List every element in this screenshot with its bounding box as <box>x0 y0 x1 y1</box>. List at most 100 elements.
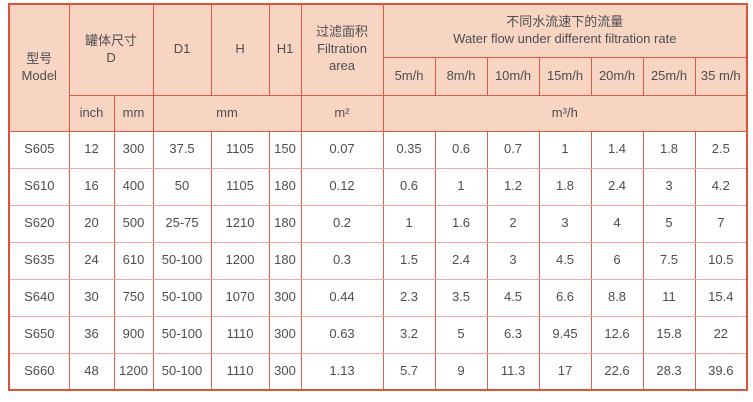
value-cell: 6 <box>590 241 644 280</box>
value-cell: 1.6 <box>434 204 488 243</box>
model-cell: S640 <box>8 278 70 317</box>
header-h: H <box>210 3 270 96</box>
value-cell: 1.5 <box>382 241 436 280</box>
header-rate-8: 8m/h <box>434 56 488 96</box>
header-rate-15: 15m/h <box>538 56 592 96</box>
value-cell: 4 <box>590 204 644 243</box>
header-tank-size-en: D <box>106 49 116 65</box>
value-cell: 300 <box>113 130 154 169</box>
value-cell: 300 <box>268 315 302 354</box>
unit-mm-span: mm <box>152 94 302 132</box>
value-cell: 24 <box>68 241 115 280</box>
value-cell: 3.2 <box>382 315 436 354</box>
value-cell: 0.6 <box>382 167 436 206</box>
unit-square-meter: m² <box>300 94 384 132</box>
table-row: S640 30 750 50-100 1070 300 0.44 2.3 3.5 4.5 6.6 8.… <box>8 278 748 317</box>
value-cell: 1.8 <box>642 130 696 169</box>
value-cell: 300 <box>268 278 302 317</box>
value-cell: 11.3 <box>486 352 540 391</box>
value-cell: 5 <box>434 315 488 354</box>
value-cell: 6.6 <box>538 278 592 317</box>
value-cell: 1 <box>538 130 592 169</box>
product-spec-table: 型号 Model 罐体尺寸 D D1 H H1 过滤面积 Filtration … <box>8 3 749 391</box>
value-cell: 3 <box>538 204 592 243</box>
value-cell: 4.5 <box>486 278 540 317</box>
value-cell: 11 <box>642 278 696 317</box>
value-cell: 1070 <box>210 278 270 317</box>
value-cell: 0.44 <box>300 278 384 317</box>
model-cell: S605 <box>8 130 70 169</box>
model-cell: S635 <box>8 241 70 280</box>
header-water-flow: 不同水流速下的流量 Water flow under different fil… <box>382 3 748 58</box>
header-row-rates: 5m/h 8m/h 10m/h 15m/h 20m/h 25m/h 35 m/h <box>9 56 748 96</box>
value-cell: 36 <box>68 315 115 354</box>
table-row: S620 20 500 25-75 1210 180 0.2 1 1.6 2 3 4 5 7 <box>8 204 748 243</box>
value-cell: 16 <box>68 167 115 206</box>
value-cell: 610 <box>113 241 154 280</box>
value-cell: 500 <box>113 204 154 243</box>
unit-cubic-meter-per-hour: m³/h <box>382 94 748 132</box>
value-cell: 12 <box>68 130 115 169</box>
header-rate-35: 35 m/h <box>694 56 748 96</box>
value-cell: 1.13 <box>300 352 384 391</box>
value-cell: 2 <box>486 204 540 243</box>
value-cell: 180 <box>268 167 302 206</box>
value-cell: 1.4 <box>590 130 644 169</box>
value-cell: 22.6 <box>590 352 644 391</box>
value-cell: 3 <box>486 241 540 280</box>
value-cell: 2.3 <box>382 278 436 317</box>
value-cell: 50-100 <box>152 278 212 317</box>
value-cell: 750 <box>113 278 154 317</box>
value-cell: 180 <box>268 241 302 280</box>
value-cell: 4.2 <box>694 167 748 206</box>
value-cell: 39.6 <box>694 352 748 391</box>
header-row-titles: 型号 Model 罐体尺寸 D D1 H H1 过滤面积 Filtration … <box>8 3 748 132</box>
value-cell: 10.5 <box>694 241 748 280</box>
value-cell: 0.2 <box>300 204 384 243</box>
value-cell: 28.3 <box>642 352 696 391</box>
value-cell: 22 <box>694 315 748 354</box>
header-tank-size-zh: 罐体尺寸 <box>85 32 138 48</box>
value-cell: 4.5 <box>538 241 592 280</box>
header-rate-25: 25m/h <box>642 56 696 96</box>
header-rate-5: 5m/h <box>382 56 436 96</box>
value-cell: 1.8 <box>538 167 592 206</box>
value-cell: 1110 <box>210 315 270 354</box>
value-cell: 9 <box>434 352 488 391</box>
unit-inch: inch <box>68 94 115 132</box>
value-cell: 50-100 <box>152 352 212 391</box>
value-cell: 50 <box>152 167 212 206</box>
header-filtration-area-zh: 过滤面积 <box>316 24 369 40</box>
header-filtration-area: 过滤面积 Filtration area <box>300 3 384 96</box>
value-cell: 1110 <box>210 352 270 391</box>
value-cell: 1210 <box>210 204 270 243</box>
table-row: S635 24 610 50-100 1200 180 0.3 1.5 2.4 3 4.5 6 7.5 1… <box>8 241 748 280</box>
header-d1: D1 <box>152 3 212 96</box>
value-cell: 30 <box>68 278 115 317</box>
model-cell: S620 <box>8 204 70 243</box>
value-cell: 6.3 <box>486 315 540 354</box>
value-cell: 2.4 <box>590 167 644 206</box>
table-row: S650 36 900 50-100 1110 300 0.63 3.2 5 6.3 9.45 12.… <box>8 315 748 354</box>
value-cell: 15.4 <box>694 278 748 317</box>
header-h1: H1 <box>268 3 302 96</box>
value-cell: 48 <box>68 352 115 391</box>
model-cell: S610 <box>8 167 70 206</box>
header-water-flow-zh: 不同水流速下的流量 <box>506 13 624 29</box>
value-cell: 300 <box>268 352 302 391</box>
value-cell: 0.7 <box>486 130 540 169</box>
header-model-en: Model <box>21 67 57 83</box>
value-cell: 1105 <box>210 167 270 206</box>
value-cell: 0.35 <box>382 130 436 169</box>
value-cell: 0.12 <box>300 167 384 206</box>
header-model: 型号 Model <box>8 3 70 132</box>
value-cell: 7.5 <box>642 241 696 280</box>
model-cell: S650 <box>8 315 70 354</box>
value-cell: 7 <box>694 204 748 243</box>
value-cell: 400 <box>113 167 154 206</box>
value-cell: 20 <box>68 204 115 243</box>
value-cell: 0.07 <box>300 130 384 169</box>
table-row: S610 16 400 50 1105 180 0.12 0.6 1 1.2 1.8 2.4 3 4.2 <box>8 167 748 206</box>
value-cell: 1105 <box>210 130 270 169</box>
value-cell: 50-100 <box>152 241 212 280</box>
